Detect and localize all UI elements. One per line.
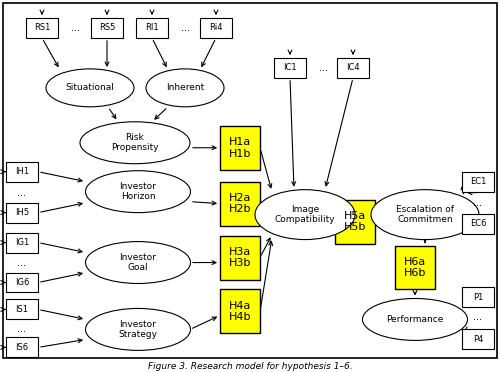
Text: Performance: Performance (386, 315, 444, 324)
Text: EC6: EC6 (470, 219, 486, 228)
Bar (337, 58, 369, 78)
Text: Situational: Situational (66, 83, 114, 92)
Text: ...: ... (72, 23, 80, 33)
Bar (91, 18, 123, 38)
Ellipse shape (362, 298, 468, 340)
Bar (200, 18, 232, 38)
Bar (6, 299, 38, 320)
Text: H1a
H1b: H1a H1b (229, 137, 251, 158)
Text: IS1: IS1 (16, 305, 28, 314)
Ellipse shape (255, 190, 355, 240)
Bar (136, 18, 168, 38)
Text: P4: P4 (473, 335, 483, 344)
Text: Investor
Goal: Investor Goal (120, 253, 156, 272)
Ellipse shape (46, 69, 134, 107)
Text: Risk
Propensity: Risk Propensity (111, 133, 159, 153)
Ellipse shape (146, 69, 224, 107)
Bar (335, 200, 375, 244)
Text: Inherent: Inherent (166, 83, 204, 92)
Text: H4a
H4b: H4a H4b (229, 301, 252, 322)
Text: ...: ... (318, 63, 328, 73)
Bar (462, 330, 494, 349)
Text: RI1: RI1 (145, 23, 159, 32)
Text: ...: ... (18, 187, 26, 198)
Bar (220, 182, 260, 225)
Bar (274, 58, 306, 78)
Text: IH1: IH1 (15, 167, 29, 176)
Text: ...: ... (18, 324, 26, 334)
Bar (6, 273, 38, 292)
Ellipse shape (86, 171, 190, 213)
Bar (462, 214, 494, 234)
Text: Escalation of
Commitmen: Escalation of Commitmen (396, 205, 454, 224)
Text: IG6: IG6 (15, 278, 29, 287)
Bar (462, 172, 494, 192)
Ellipse shape (80, 122, 190, 164)
Text: IH5: IH5 (15, 208, 29, 217)
Text: ...: ... (474, 312, 482, 323)
Ellipse shape (86, 308, 190, 350)
Bar (6, 203, 38, 222)
Bar (395, 246, 435, 289)
Text: H3a
H3b: H3a H3b (229, 247, 251, 268)
Text: ...: ... (474, 198, 482, 208)
Text: ...: ... (18, 257, 26, 267)
Bar (462, 288, 494, 308)
Text: Image
Compatibility: Image Compatibility (274, 205, 336, 224)
Text: Investor
Strategy: Investor Strategy (118, 320, 158, 339)
Text: P1: P1 (473, 293, 483, 302)
Text: H2a
H2b: H2a H2b (229, 193, 252, 214)
Text: IG1: IG1 (15, 238, 29, 247)
Ellipse shape (371, 190, 479, 240)
Bar (220, 235, 260, 279)
Text: H5a
H5b: H5a H5b (344, 211, 366, 232)
Bar (6, 232, 38, 253)
Text: EC1: EC1 (470, 177, 486, 186)
Ellipse shape (86, 241, 190, 283)
Text: RS1: RS1 (34, 23, 50, 32)
Text: RS5: RS5 (99, 23, 115, 32)
Text: IC1: IC1 (283, 63, 297, 73)
Bar (220, 289, 260, 333)
Bar (220, 126, 260, 170)
Text: Figure 3. Research model for hypothesis 1–6.: Figure 3. Research model for hypothesis … (148, 362, 352, 371)
Text: Ri4: Ri4 (209, 23, 223, 32)
Text: ...: ... (182, 23, 190, 33)
Text: H6a
H6b: H6a H6b (404, 257, 426, 278)
Text: Investor
Horizon: Investor Horizon (120, 182, 156, 201)
Bar (6, 337, 38, 357)
Bar (6, 162, 38, 182)
Text: IC4: IC4 (346, 63, 360, 73)
Text: IS6: IS6 (16, 343, 28, 352)
Bar (26, 18, 58, 38)
